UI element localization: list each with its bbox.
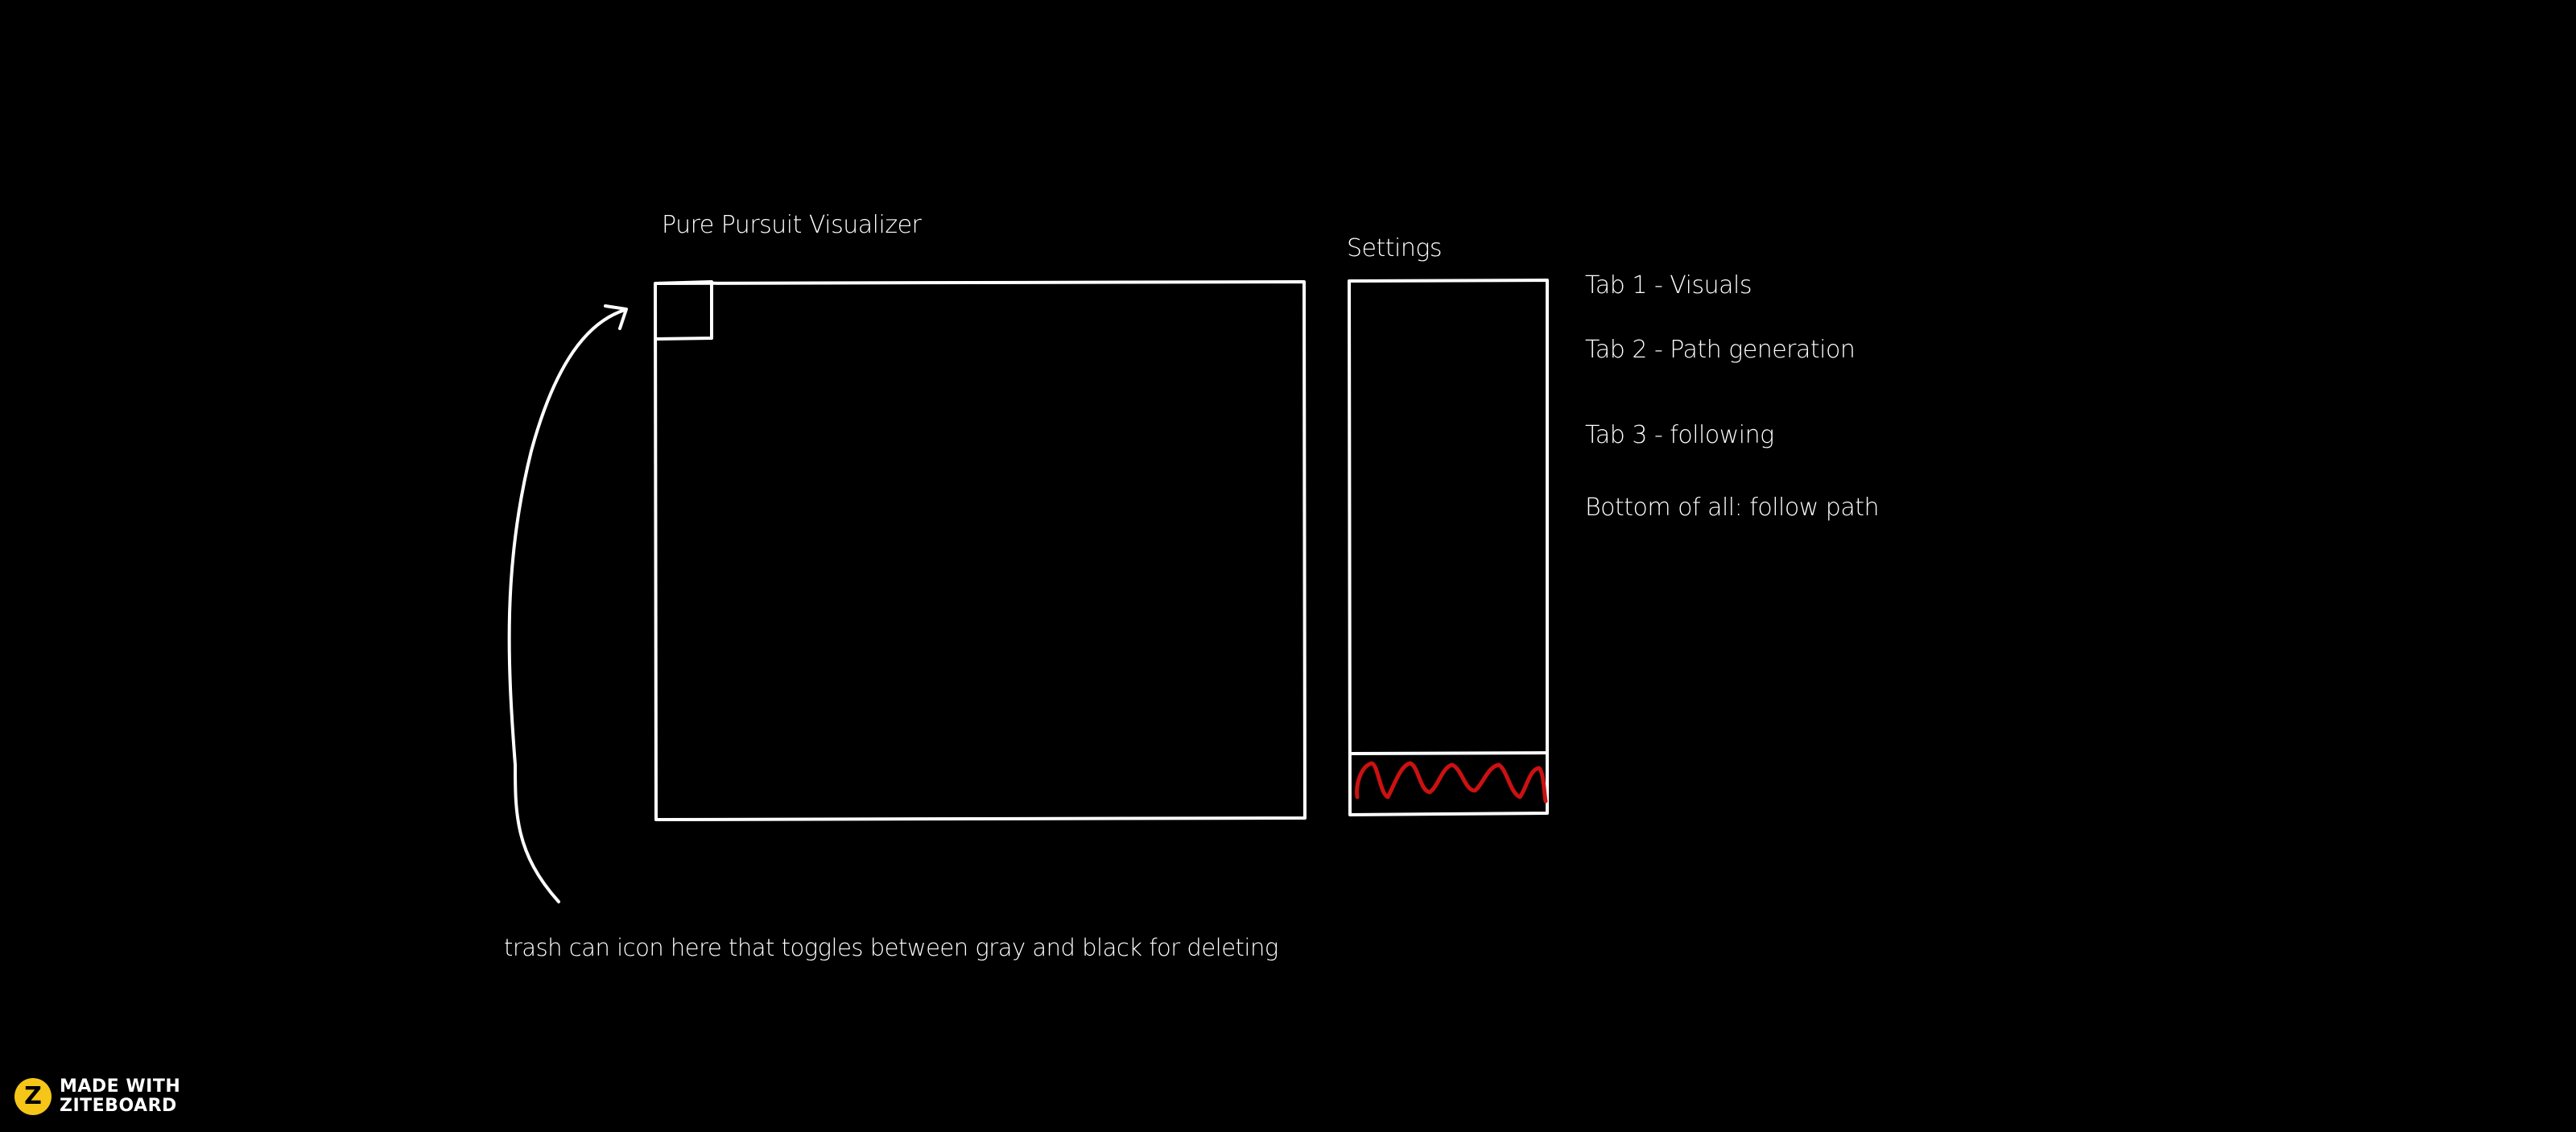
visualizer-title: Pure Pursuit Visualizer (662, 211, 922, 239)
ziteboard-wordmark: MADE WITH ZITEBOARD (60, 1077, 180, 1116)
settings-title: Settings (1347, 234, 1443, 262)
trash-note: trash can icon here that toggles between… (504, 934, 1278, 961)
pointer-arrow-head (604, 304, 628, 330)
brand-line-2: ZITEBOARD (60, 1096, 177, 1116)
visualizer-box (654, 280, 1307, 821)
note-bottom: Bottom of all: follow path (1585, 494, 1880, 522)
settings-panel-box (1348, 279, 1549, 816)
settings-divider (1349, 751, 1548, 755)
ziteboard-logo-icon: Z (14, 1078, 52, 1115)
note-tab-1: Tab 1 - Visuals (1585, 271, 1752, 300)
note-tab-2: Tab 2 - Path generation (1585, 336, 1856, 364)
ziteboard-badge[interactable]: Z MADE WITH ZITEBOARD (14, 1077, 180, 1116)
note-tab-3: Tab 3 - following (1585, 421, 1774, 449)
trash-icon-slot (654, 280, 713, 341)
brand-line-1: MADE WITH (60, 1076, 181, 1097)
pointer-arrow (507, 308, 626, 903)
follow-path-scribble (1355, 761, 1548, 804)
